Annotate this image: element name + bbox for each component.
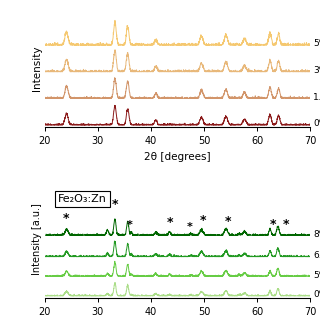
Text: *: *	[270, 218, 276, 231]
Text: *: *	[200, 214, 206, 227]
Text: *: *	[166, 216, 173, 228]
X-axis label: 2θ [degrees]: 2θ [degrees]	[144, 152, 211, 162]
Text: *: *	[225, 214, 231, 228]
Y-axis label: Intensity [a.u.]: Intensity [a.u.]	[32, 203, 42, 275]
Text: 8%: 8%	[313, 230, 320, 239]
Text: 6.5%: 6.5%	[313, 251, 320, 260]
Y-axis label: Intensity: Intensity	[32, 46, 42, 91]
Text: *: *	[63, 212, 69, 225]
Text: *: *	[283, 218, 290, 231]
Text: 0%: 0%	[313, 119, 320, 128]
Text: 0%: 0%	[313, 291, 320, 300]
Text: *: *	[112, 198, 118, 211]
Text: Fe₂O₃:Zn: Fe₂O₃:Zn	[58, 194, 107, 204]
Text: 1.5%: 1.5%	[313, 93, 320, 102]
Text: 5%: 5%	[313, 39, 320, 48]
Text: 3%: 3%	[313, 66, 320, 75]
Text: *: *	[127, 220, 133, 230]
Text: *: *	[186, 221, 192, 232]
Text: 5%: 5%	[313, 271, 320, 280]
